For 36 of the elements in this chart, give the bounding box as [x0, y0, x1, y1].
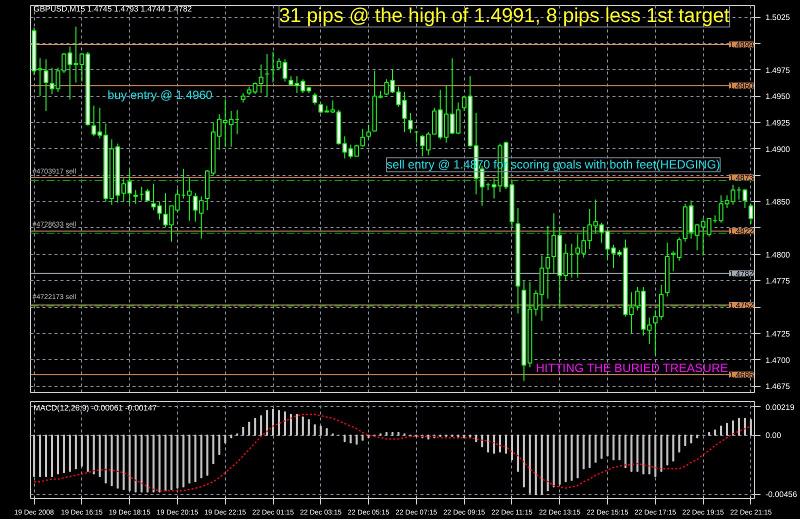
- y-tick-label: 1.4975: [766, 66, 791, 75]
- candlestick: [133, 190, 138, 204]
- y-tick-label: 1.5025: [766, 13, 791, 22]
- candlestick: [408, 112, 413, 134]
- ref-line-label: 1.4999: [729, 40, 754, 50]
- line-series: [33, 414, 752, 492]
- y-tick-label: 1.4725: [766, 329, 791, 338]
- ref-line-label: 1.4686: [729, 370, 754, 380]
- y-tick-label: 0.00219: [766, 402, 795, 412]
- y-tick-label: 1.4950: [766, 92, 791, 102]
- candlestick: [748, 203, 754, 224]
- y-tick-label: 1.4700: [766, 356, 791, 365]
- chart-title: MACD(12,26,9) -0.00061 -0.00147: [34, 404, 158, 412]
- candlestick: [187, 176, 192, 222]
- y-tick-label: 1.4775: [766, 276, 791, 286]
- y-tick-label: -0.00456: [766, 490, 798, 500]
- candlestick: [44, 58, 48, 112]
- y-tick-label: 1.4850: [766, 198, 791, 207]
- y-tick-label: 1.4675: [766, 382, 791, 392]
- annotation: buy entry @ 1.4960: [108, 88, 213, 102]
- ref-line-label: 1.4873: [729, 173, 754, 182]
- annotation: HITTING THE BURIED TREASURE: [536, 361, 728, 376]
- ref-line-label: 1.4960: [729, 82, 754, 91]
- candlestick: [366, 124, 371, 139]
- ref-line-label: 1.4822: [729, 227, 754, 236]
- ref-line-label: 1.4782: [729, 269, 754, 278]
- ref-line-label: 1.4752: [729, 300, 754, 310]
- y-tick-label: 0.00: [766, 431, 782, 440]
- annotation: 31 pips @ the high of 1.4991, 8 pips less 1st target: [279, 5, 730, 28]
- chart-title: GBPUSD,M15 1.4745 1.4793 1.4744 1.4782: [34, 4, 192, 14]
- candlestick: [312, 92, 318, 106]
- y-tick-label: 1.4925: [766, 118, 791, 128]
- y-tick-label: 1.4900: [766, 144, 791, 154]
- y-tick-label: 1.4800: [766, 250, 791, 260]
- candlestick: [145, 188, 150, 202]
- candlestick: [240, 92, 246, 104]
